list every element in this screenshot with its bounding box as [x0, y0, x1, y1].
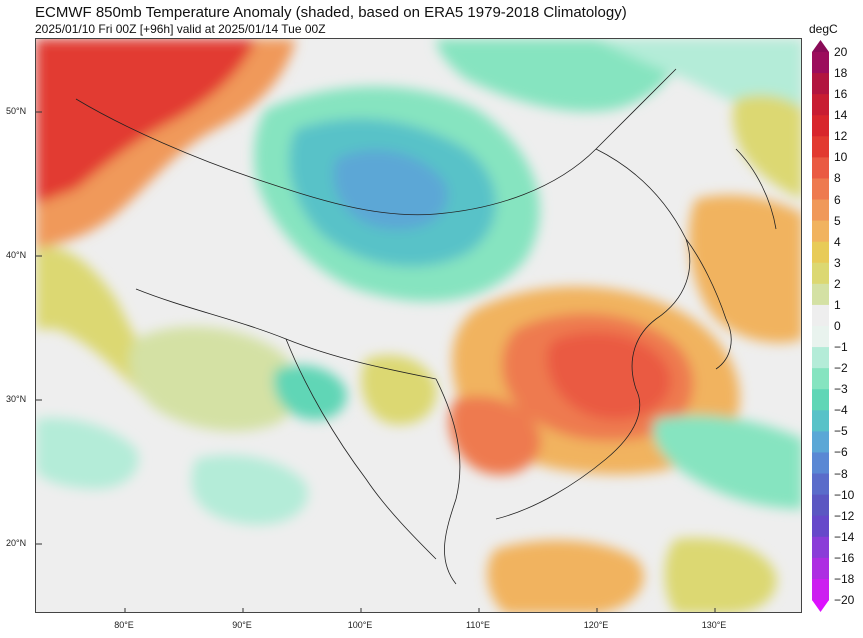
colorbar-level-label: 4	[834, 234, 841, 249]
colorbar-segment	[812, 262, 829, 285]
colorbar-segment	[812, 157, 829, 179]
colorbar-segment	[812, 73, 829, 95]
colorbar-segment	[812, 220, 829, 243]
colorbar-max-arrow	[812, 40, 829, 52]
colorbar-min-arrow	[812, 600, 829, 612]
longitude-label: 90°E	[232, 620, 252, 630]
chart-title: ECMWF 850mb Temperature Anomaly (shaded,…	[35, 4, 627, 21]
colorbar-segment	[812, 410, 829, 432]
colorbar-level-label: −14	[834, 529, 855, 544]
colorbar-level-label: 10	[834, 150, 848, 165]
colorbar-level-label: −16	[834, 550, 855, 565]
colorbar-level-label: 5	[834, 213, 841, 228]
colorbar-unit: degC	[809, 22, 838, 36]
boundary-lines	[75, 68, 777, 585]
colorbar-segment	[812, 94, 829, 116]
longitude-label: 110°E	[466, 620, 490, 630]
colorbar	[812, 40, 829, 612]
colorbar-level-label: −2	[834, 361, 848, 376]
colorbar-segment	[812, 283, 829, 306]
colorbar-segment	[812, 178, 829, 201]
longitude-label: 120°E	[583, 620, 609, 630]
colorbar-level-label: −1	[834, 340, 848, 355]
colorbar-level-label: 8	[834, 171, 841, 186]
colorbar-segment	[812, 347, 829, 369]
colorbar-level-label: −8	[834, 466, 848, 481]
colorbar-level-label: −4	[834, 403, 848, 418]
colorbar-segment	[812, 494, 829, 517]
anomaly-map	[36, 39, 801, 612]
longitude-label: 130°E	[701, 620, 727, 630]
colorbar-level-label: −20	[834, 593, 855, 607]
colorbar-segment	[812, 304, 829, 327]
colorbar-level-label: −6	[834, 445, 848, 460]
colorbar-segment	[812, 557, 829, 580]
colorbar-segment	[812, 326, 829, 348]
colorbar-level-label: 2	[834, 276, 841, 291]
colorbar-segment	[812, 199, 829, 222]
colorbar-segment	[812, 241, 829, 264]
colorbar-level-label: 16	[834, 87, 848, 102]
colorbar-segment	[812, 515, 829, 538]
colorbar-level-label: 14	[834, 108, 848, 123]
latitude-label: 20°N	[6, 538, 27, 548]
colorbar-segment	[812, 578, 829, 601]
longitude-label: 80°E	[114, 620, 134, 630]
colorbar-segment	[812, 52, 829, 74]
colorbar-level-label: 6	[834, 192, 841, 207]
colorbar-segment	[812, 473, 829, 496]
colorbar-level-label: −12	[834, 508, 855, 523]
colorbar-segment	[812, 452, 829, 475]
colorbar-level-label: 20	[834, 45, 848, 59]
colorbar-segment	[812, 368, 829, 390]
grid-ticks	[36, 111, 716, 612]
latitude-label: 30°N	[6, 394, 27, 404]
map-panel[interactable]	[35, 38, 802, 613]
colorbar-segment	[812, 115, 829, 137]
chart-subtitle: 2025/01/10 Fri 00Z [+96h] valid at 2025/…	[35, 22, 326, 36]
colorbar-level-label: −18	[834, 571, 855, 586]
colorbar-level-label: 3	[834, 255, 841, 270]
anomaly-shading	[36, 39, 801, 612]
colorbar-level-label: −3	[834, 382, 848, 397]
longitude-label: 100°E	[347, 620, 373, 630]
colorbar-level-label: −10	[834, 487, 855, 502]
colorbar-level-label: 18	[834, 66, 848, 81]
colorbar-level-label: 1	[834, 297, 841, 312]
colorbar-segment	[812, 536, 829, 559]
colorbar-level-label: −5	[834, 424, 848, 439]
colorbar-segment	[812, 389, 829, 411]
colorbar-level-label: 0	[834, 319, 841, 333]
colorbar-level-label: 12	[834, 129, 848, 144]
colorbar-segment	[812, 431, 829, 453]
latitude-label: 40°N	[6, 250, 27, 260]
colorbar-segment	[812, 136, 829, 158]
latitude-label: 50°N	[6, 106, 27, 116]
